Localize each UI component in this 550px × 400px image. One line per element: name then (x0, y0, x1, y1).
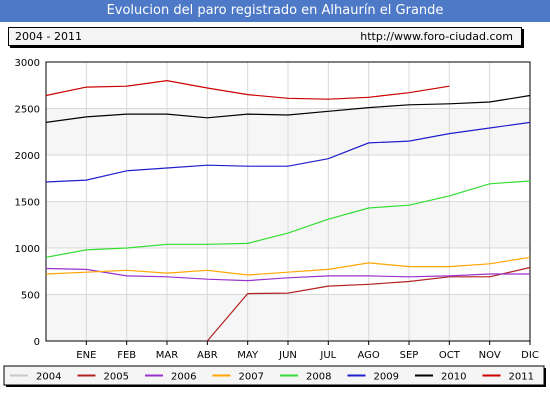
legend-box (3, 365, 545, 386)
series-line-2005 (206, 266, 531, 342)
x-tick-label: JUN (278, 350, 297, 361)
legend-label-2008: 2008 (306, 372, 331, 383)
x-tick-label: JUL (319, 350, 336, 361)
x-tick-label: ENE (76, 350, 96, 361)
series-line-2006 (45, 267, 530, 282)
y-tick-label: 1500 (15, 198, 40, 209)
x-tick-label: MAR (156, 350, 178, 361)
legend-label-2004: 2004 (36, 372, 61, 383)
x-tick-label: OCT (439, 350, 461, 361)
series-line-2011 (45, 79, 450, 100)
legend-label-2005: 2005 (104, 372, 129, 383)
series-line-2009 (45, 121, 531, 183)
chart-title: Evolucion del paro registrado en Alhaurí… (0, 0, 550, 22)
series-line-2010 (45, 94, 531, 123)
series-line-2007 (45, 256, 531, 276)
legend-label-2011: 2011 (509, 372, 534, 383)
period-label: 2004 - 2011 (15, 30, 82, 43)
x-tick-label: ABR (197, 350, 218, 361)
legend-label-2007: 2007 (239, 372, 264, 383)
y-tick-label: 0 (34, 337, 40, 348)
legend-label-2006: 2006 (171, 372, 196, 383)
legend-label-2010: 2010 (441, 372, 466, 383)
x-tick-label: NOV (479, 350, 501, 361)
y-tick-label: 1000 (15, 244, 40, 255)
y-tick-label: 500 (21, 291, 40, 302)
x-tick-label: MAY (237, 350, 259, 361)
info-bar: 2004 - 2011 http://www.foro-ciudad.com (8, 27, 522, 46)
series-line-2008 (45, 180, 531, 258)
x-tick-label: SEP (400, 350, 419, 361)
x-tick-label: DIC (521, 350, 539, 361)
y-tick-label: 3000 (15, 58, 40, 69)
x-tick-label: AGO (358, 350, 380, 361)
x-tick-label: FEB (117, 350, 136, 361)
source-url: http://www.foro-ciudad.com (360, 30, 513, 43)
y-tick-label: 2500 (15, 105, 40, 116)
y-tick-label: 2000 (15, 151, 40, 162)
legend-label-2009: 2009 (374, 372, 399, 383)
plot-border (45, 61, 531, 342)
